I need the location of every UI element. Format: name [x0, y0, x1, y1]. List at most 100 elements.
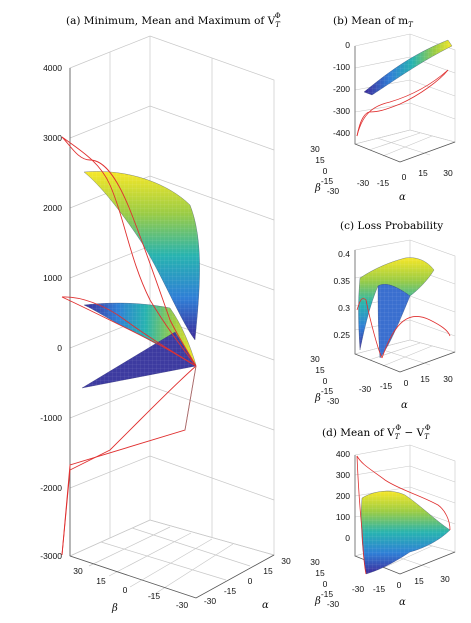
chart-b-alpha-ticks: -30 -15 0 15 30 [357, 168, 453, 188]
chart-b-ztick-0: 0 [345, 40, 350, 50]
chart-c-btick-3: -15 [321, 386, 334, 396]
chart-d-atick-3: 15 [414, 576, 424, 586]
chart-b-z-ticks: 0 -100 -200 -300 -400 [333, 40, 350, 138]
chart-a-ztick-3: 1000 [43, 273, 62, 283]
chart-c-beta-ticks: 30 15 0 -15 -30 [310, 354, 339, 406]
chart-b-atick-0: -30 [357, 178, 370, 188]
chart-c-btick-2: 0 [323, 376, 328, 386]
chart-a-ylabel: α [262, 600, 269, 611]
chart-a-proj-min [61, 365, 197, 556]
chart-b-axes-box [354, 33, 456, 163]
chart-b-atick-4: 30 [443, 168, 453, 178]
chart-b-btick-3: -15 [321, 176, 334, 186]
chart-b-proj-1 [356, 69, 449, 137]
chart-d-proj-2 [356, 455, 367, 575]
chart-a-ztick-4: 0 [57, 343, 62, 353]
chart-c-atick-3: 15 [420, 374, 430, 384]
chart-b-beta-ticks: 30 15 0 -15 -30 [310, 144, 339, 196]
chart-b-xlabel: β [314, 183, 321, 194]
chart-c-alpha-ticks: -30 -15 0 15 30 [359, 374, 453, 394]
chart-d-z-ticks: 400 300 200 100 0 [336, 449, 350, 543]
chart-c-proj-2 [381, 315, 451, 359]
chart-d-title: (d) Mean of VTΦ − VTΦ [322, 424, 431, 441]
chart-a-atick-2: 0 [248, 576, 253, 586]
chart-d-btick-1: 15 [315, 568, 325, 578]
chart-c-title: (c) Loss Probability [340, 220, 443, 232]
chart-b-atick-3: 15 [418, 168, 428, 178]
chart-a-btick-0: 30 [73, 566, 83, 576]
chart-c-atick-2: 0 [404, 378, 409, 388]
chart-a-z-ticks: 4000 3000 2000 1000 0 -1000 -2000 -3000 [40, 63, 62, 561]
chart-d-ztick-1: 300 [336, 470, 350, 480]
chart-d-btick-2: 0 [323, 579, 328, 589]
chart-a-btick-2: 0 [123, 585, 128, 595]
chart-c-btick-4: -30 [327, 396, 340, 406]
chart-d-alpha-ticks: -30 -15 0 15 30 [352, 574, 450, 594]
chart-d-atick-2: 0 [397, 580, 402, 590]
chart-a-ztick-7: -3000 [40, 551, 62, 561]
chart-b: (b) Mean of mT 0 -100 -200 -300 -400 30 … [310, 15, 456, 203]
chart-d-btick-3: -15 [321, 589, 334, 599]
chart-d-surface [361, 491, 451, 575]
chart-d-beta-ticks: 30 15 0 -15 -30 [310, 557, 339, 609]
chart-a-atick-0: -30 [204, 596, 217, 606]
chart-c-btick-1: 15 [315, 365, 325, 375]
chart-d-red-projections [356, 455, 451, 575]
chart-d-ztick-3: 100 [336, 512, 350, 522]
chart-a-proj-mean-b [61, 296, 197, 367]
chart-a-atick-3: 15 [263, 566, 273, 576]
chart-a-surface-max [83, 171, 200, 341]
chart-c-surface [358, 257, 435, 359]
chart-c-ztick-2: 0.3 [338, 303, 350, 313]
chart-b-atick-2: 0 [402, 172, 407, 182]
chart-b-btick-2: 0 [323, 166, 328, 176]
chart-b-ztick-4: -400 [333, 128, 350, 138]
chart-d-proj-1 [356, 455, 451, 531]
chart-c-ylabel: α [401, 400, 408, 411]
chart-a-btick-3: -15 [148, 591, 161, 601]
chart-a-title: (a) Minimum, Mean and Maximum of VTΦ [66, 12, 281, 29]
chart-a-drop-line [184, 365, 197, 431]
chart-d-xlabel: β [314, 596, 321, 607]
chart-d-atick-4: 30 [440, 574, 450, 584]
chart-a-ztick-6: -2000 [40, 483, 62, 493]
chart-b-btick-0: 30 [310, 144, 320, 154]
chart-a-proj-mean [61, 296, 197, 367]
chart-c-xlabel: β [314, 393, 321, 404]
chart-a-floor-axes [69, 554, 275, 599]
chart-c-atick-4: 30 [443, 374, 453, 384]
chart-c-red-projections [356, 298, 451, 359]
chart-b-surface [363, 39, 453, 96]
chart-b-red-projections [356, 69, 449, 137]
chart-c-ztick-1: 0.35 [333, 276, 350, 286]
chart-a-alpha-ticks: -30 -15 0 15 30 [204, 556, 291, 606]
chart-d: (d) Mean of VTΦ − VTΦ 400 300 200 100 0 … [310, 424, 456, 609]
chart-a-atick-4: 30 [281, 556, 291, 566]
chart-a-btick-1: 15 [96, 576, 106, 586]
chart-b-atick-1: -15 [377, 178, 390, 188]
chart-d-btick-4: -30 [327, 599, 340, 609]
chart-b-ylabel: α [399, 192, 406, 203]
chart-d-atick-1: -15 [373, 584, 386, 594]
chart-a-ztick-5: -1000 [40, 413, 62, 423]
chart-a-atick-1: -15 [224, 586, 237, 596]
chart-d-ylabel: α [399, 597, 406, 608]
chart-b-ztick-3: -300 [333, 106, 350, 116]
chart-a-beta-ticks: 30 15 0 -15 -30 [73, 566, 188, 610]
chart-d-atick-0: -30 [352, 584, 365, 594]
chart-c-proj-1 [356, 298, 383, 359]
chart-b-title: (b) Mean of mT [333, 15, 414, 29]
chart-b-btick-4: -30 [327, 186, 340, 196]
chart-c-ztick-3: 0.25 [333, 330, 350, 340]
chart-a-surface-min [81, 331, 197, 389]
chart-b-ztick-1: -100 [333, 62, 350, 72]
chart-a: (a) Minimum, Mean and Maximum of VTΦ [40, 12, 291, 614]
chart-c-btick-0: 30 [310, 354, 320, 364]
chart-c-z-ticks: 0.4 0.35 0.3 0.25 [333, 249, 350, 340]
chart-a-btick-4: -30 [176, 600, 189, 610]
chart-b-btick-1: 15 [315, 155, 325, 165]
chart-d-ztick-4: 0 [345, 533, 350, 543]
chart-c-atick-1: -15 [380, 381, 393, 391]
chart-a-xlabel: β [111, 603, 118, 614]
